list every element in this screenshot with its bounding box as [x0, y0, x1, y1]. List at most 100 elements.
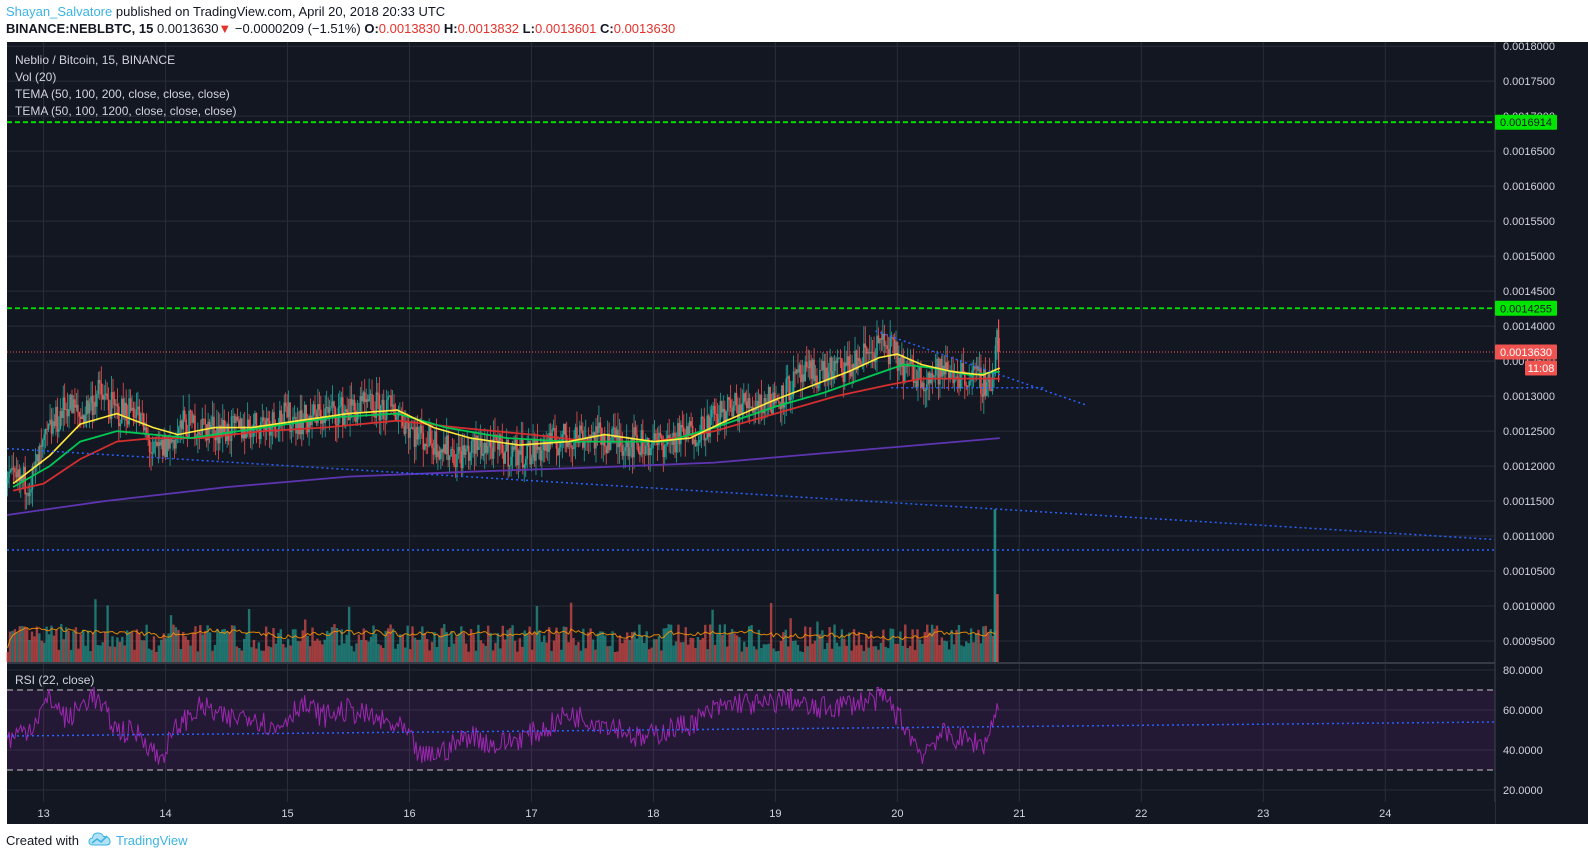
volume-bar — [194, 626, 197, 662]
candle-body — [776, 399, 779, 402]
candle-body — [353, 399, 356, 411]
candle-body — [346, 409, 348, 414]
volume-bar — [516, 651, 519, 662]
candle-body — [988, 374, 991, 390]
candle-body — [30, 489, 32, 493]
candle-body — [558, 447, 561, 456]
tradingview-link[interactable]: TradingView — [116, 833, 188, 848]
candle-body — [460, 450, 463, 469]
volume-bar — [121, 636, 124, 662]
candle-body — [470, 441, 473, 453]
candle-body — [873, 352, 875, 363]
candle-body — [719, 400, 722, 420]
volume-bar — [399, 634, 402, 662]
low-label: L: — [522, 21, 535, 36]
candle-body — [375, 392, 378, 418]
volume-bar — [555, 627, 558, 662]
candle-body — [639, 451, 641, 456]
volume-bar — [782, 632, 785, 662]
candle-body — [649, 448, 651, 456]
candle-body — [868, 352, 871, 354]
candle-body — [173, 439, 176, 449]
volume-bar — [945, 641, 948, 662]
volume-bar — [106, 605, 109, 662]
author-link[interactable]: Shayan_Salvatore — [6, 4, 113, 19]
candle-body — [526, 445, 528, 460]
candle-body — [413, 429, 416, 447]
candle-body — [753, 407, 755, 413]
price-tick-label: 0.0010500 — [1503, 566, 1555, 578]
chart-legend: Neblio / Bitcoin, 15, BINANCE Vol (20) T… — [15, 53, 236, 687]
time-tick-label: 23 — [1257, 808, 1269, 820]
volume-bar — [372, 625, 375, 662]
candle-body — [113, 398, 116, 406]
candle-body — [507, 439, 509, 467]
trend-lines — [6, 330, 1496, 541]
candle-body — [789, 396, 792, 401]
price-tick-label: 0.0014500 — [1503, 286, 1555, 298]
price-tick-label: 0.0011500 — [1503, 496, 1554, 508]
candle-body — [36, 454, 38, 462]
volume-bar — [67, 630, 70, 662]
volume-bar — [347, 606, 351, 662]
volume-bar — [152, 636, 156, 662]
candle-body — [592, 432, 594, 438]
candle-body — [876, 335, 878, 356]
candle-body — [295, 416, 297, 434]
price-tag-label: 0.0013630 — [1500, 347, 1552, 359]
volume-bar — [416, 639, 419, 662]
trend-line — [6, 447, 1496, 541]
candle-body — [254, 413, 256, 424]
volume-bar — [243, 638, 246, 662]
candle-body — [235, 416, 237, 423]
candle-body — [845, 362, 848, 366]
price-axis[interactable]: 0.00180000.00175000.00170000.00165000.00… — [1494, 42, 1588, 824]
candle-body — [194, 415, 196, 439]
candle-body — [331, 401, 334, 407]
candle-body — [11, 467, 13, 471]
candle-body — [132, 407, 135, 418]
volume-bar — [60, 624, 63, 662]
volume-bar — [396, 643, 400, 662]
volume-bar — [740, 651, 744, 662]
volume-bar — [728, 632, 731, 662]
candle-body — [984, 368, 987, 396]
candle-body — [410, 427, 413, 428]
volume-bar — [486, 625, 490, 662]
volume-bar — [506, 629, 509, 662]
volume-bar — [364, 640, 368, 662]
volume-bar — [626, 632, 629, 662]
candle-body — [200, 434, 202, 436]
volume-bars — [6, 509, 999, 662]
volume-spike-bar — [993, 509, 997, 662]
candle-body — [741, 403, 744, 414]
candle-body — [703, 418, 706, 441]
volume-bar — [79, 634, 82, 662]
rsi-tick-label: 40.0000 — [1503, 745, 1543, 757]
volume-bar — [191, 632, 195, 662]
volume-bar — [301, 630, 304, 662]
price-change: −0.0000209 (−1.51%) — [234, 21, 361, 36]
candle-body — [197, 432, 199, 439]
volume-bar — [452, 643, 456, 662]
volume-bar — [264, 626, 268, 662]
candle-body — [170, 439, 173, 443]
candle-body — [469, 452, 471, 461]
candle-body — [356, 411, 359, 423]
time-axis[interactable]: 13 14 15 16 17 18 19 20 21 22 23 24 — [7, 802, 1495, 824]
volume-bar — [496, 633, 500, 662]
candle-body — [757, 400, 760, 408]
candle-body — [693, 439, 695, 444]
candle-body — [9, 470, 12, 472]
volume-bar — [282, 644, 285, 662]
price-chart[interactable]: 0.00180000.00175000.00170000.00165000.00… — [0, 42, 1588, 824]
volume-bar — [450, 631, 453, 662]
volume-bar — [667, 624, 670, 662]
volume-bar — [182, 632, 185, 662]
volume-bar — [918, 639, 922, 662]
volume-bar — [611, 631, 614, 662]
candle-body — [770, 409, 773, 414]
candle-body — [684, 434, 687, 440]
candle-body — [50, 419, 53, 434]
candle-body — [185, 419, 187, 436]
